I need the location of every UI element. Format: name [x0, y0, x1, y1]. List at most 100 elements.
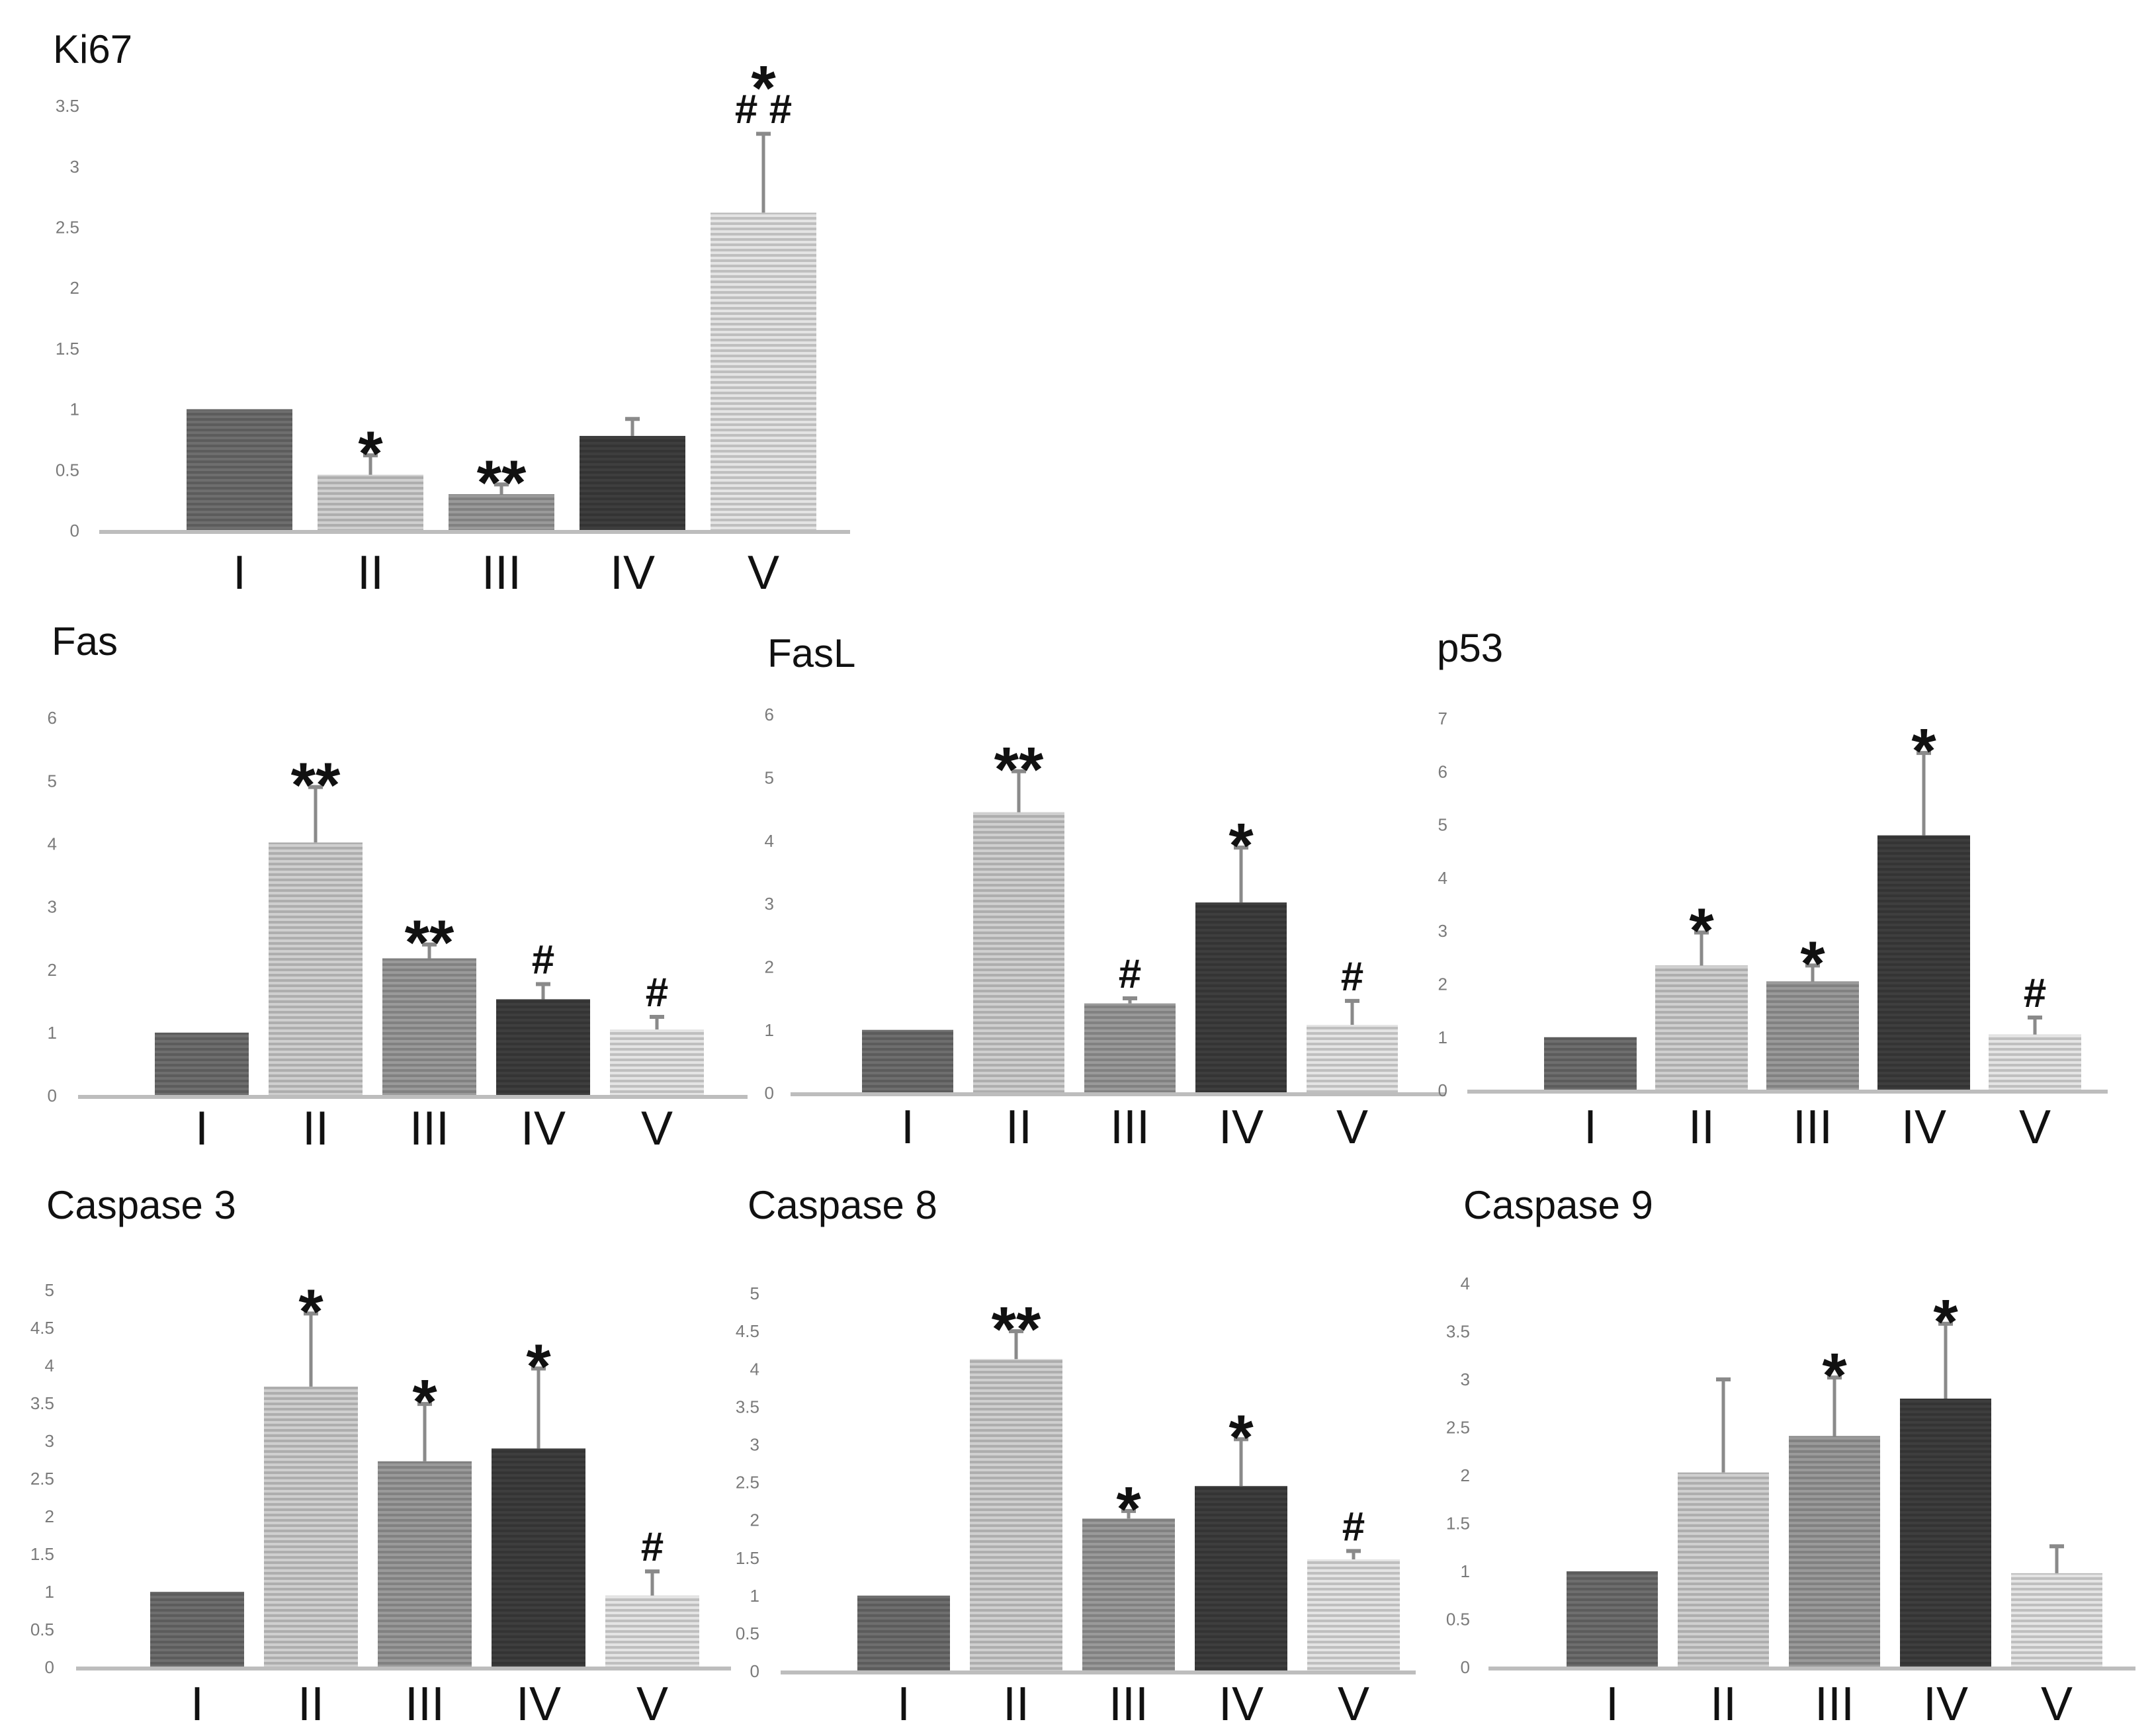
x-tick-label: III: [405, 1678, 445, 1731]
significance-hash: #: [532, 937, 554, 983]
x-tick-label: III: [409, 1102, 449, 1155]
bar-texture-I: [187, 409, 292, 531]
y-tick-label: 1: [1438, 1027, 1447, 1047]
chart-title: Caspase 9: [1463, 1183, 1653, 1227]
y-tick-label: 4: [48, 834, 57, 853]
y-tick-label: 2.5: [56, 218, 79, 238]
significance-star: *: [1116, 1474, 1141, 1545]
bar-texture-I: [1544, 1037, 1637, 1090]
significance-star: *: [412, 1367, 437, 1438]
y-tick-label: 6: [48, 708, 57, 728]
y-tick-label: 4: [1438, 868, 1447, 888]
chart-title: Ki67: [53, 27, 132, 71]
y-tick-label: 4: [45, 1356, 54, 1375]
y-tick-label: 3: [765, 894, 774, 914]
x-tick-label: II: [298, 1678, 324, 1731]
y-tick-label: 7: [1438, 709, 1447, 728]
bar-texture-V: [711, 212, 816, 531]
x-tick-label: IV: [521, 1102, 566, 1155]
significance-hash: #: [646, 970, 668, 1016]
y-tick-label: 1: [765, 1020, 774, 1040]
y-tick-label: 3: [45, 1431, 54, 1451]
x-tick-label: II: [1710, 1678, 1737, 1731]
y-tick-label: 3: [48, 897, 57, 917]
x-tick-label: IV: [1923, 1678, 1968, 1731]
x-tick-label: I: [233, 546, 246, 599]
y-tick-label: 3.5: [30, 1393, 54, 1413]
significance-hash: #: [1119, 951, 1141, 997]
y-tick-label: 2: [45, 1506, 54, 1526]
x-tick-label: II: [1688, 1101, 1715, 1154]
y-tick-label: 4: [765, 831, 774, 851]
y-tick-label: 2: [750, 1510, 759, 1530]
x-tick-label: I: [1584, 1101, 1597, 1154]
x-tick-label: V: [641, 1102, 673, 1155]
chart-title: FasL: [767, 631, 855, 675]
x-tick-label: III: [1793, 1101, 1832, 1154]
y-tick-label: 3: [1438, 921, 1447, 941]
x-tick-label: IV: [1219, 1678, 1264, 1731]
y-tick-label: 2: [1461, 1465, 1470, 1485]
y-tick-label: 5: [765, 767, 774, 787]
y-tick-label: 3.5: [736, 1397, 759, 1416]
x-tick-label: II: [1006, 1101, 1032, 1154]
y-tick-label: 6: [1438, 761, 1447, 781]
chart-panel-6: Caspase 900.511.522.533.54I II*III*IV V: [1446, 1183, 2135, 1731]
bar-texture-II: [970, 1359, 1062, 1671]
x-tick-label: I: [195, 1102, 208, 1155]
significance-hash: #: [2024, 971, 2046, 1016]
x-tick-label: V: [2019, 1101, 2051, 1154]
chart-panel-3: p53 0 1 2 3 4 5 6 7 I * II * III * IV # V: [1437, 626, 2108, 1154]
bar-texture-IV: [1877, 835, 1970, 1090]
bar-texture-IV: [580, 435, 685, 531]
bar-texture-V: [605, 1595, 699, 1667]
y-tick-label: 5: [45, 1280, 54, 1300]
x-tick-label: I: [897, 1678, 910, 1731]
chart-title: Caspase 3: [46, 1183, 236, 1227]
x-tick-label: III: [1110, 1101, 1150, 1154]
bar-texture-I: [1567, 1571, 1658, 1667]
bar-texture-V: [1307, 1025, 1398, 1093]
y-tick-label: 1.5: [736, 1548, 759, 1568]
y-tick-label: 2: [70, 278, 79, 298]
chart-panel-2: FasL 0 1 2 3 4 5 6 I ** II # III * IV # V: [765, 631, 1445, 1154]
bar-texture-V: [2011, 1573, 2102, 1667]
significance-hash: #: [641, 1524, 664, 1570]
y-tick-label: 3.5: [56, 96, 79, 116]
bar-texture-II: [269, 842, 363, 1096]
y-tick-label: 3.5: [1446, 1322, 1470, 1342]
x-tick-label: II: [302, 1102, 329, 1155]
x-tick-label: I: [901, 1101, 914, 1154]
x-tick-label: IV: [1219, 1101, 1264, 1154]
bar-texture-I: [150, 1592, 244, 1667]
significance-star: **: [477, 447, 527, 518]
bar-texture-III: [378, 1461, 472, 1667]
y-tick-label: 0.5: [56, 460, 79, 480]
y-tick-label: 0.5: [30, 1620, 54, 1639]
x-tick-label: V: [636, 1678, 668, 1731]
y-tick-label: 1: [48, 1023, 57, 1043]
significance-star: *: [1689, 896, 1714, 967]
bar-texture-IV: [492, 1448, 585, 1667]
chart-title: Caspase 8: [748, 1183, 937, 1227]
y-tick-label: 4.5: [30, 1318, 54, 1338]
significance-star: *: [751, 53, 776, 124]
y-tick-label: 5: [1438, 815, 1447, 835]
x-tick-label: II: [1003, 1678, 1029, 1731]
y-tick-label: 2: [765, 957, 774, 976]
x-tick-label: IV: [516, 1678, 561, 1731]
x-tick-label: V: [1338, 1678, 1369, 1731]
y-tick-label: 0: [70, 521, 79, 541]
bar-texture-II: [318, 474, 423, 531]
y-tick-label: 1.5: [56, 339, 79, 359]
y-tick-label: 1: [70, 400, 79, 419]
y-tick-label: 2.5: [30, 1469, 54, 1489]
bar-texture-III: [1789, 1436, 1880, 1667]
y-tick-label: 3: [70, 157, 79, 177]
x-tick-label: V: [2041, 1678, 2073, 1731]
y-tick-label: 4.5: [736, 1321, 759, 1341]
chart-title: p53: [1437, 626, 1503, 670]
y-tick-label: 3: [1461, 1369, 1470, 1389]
